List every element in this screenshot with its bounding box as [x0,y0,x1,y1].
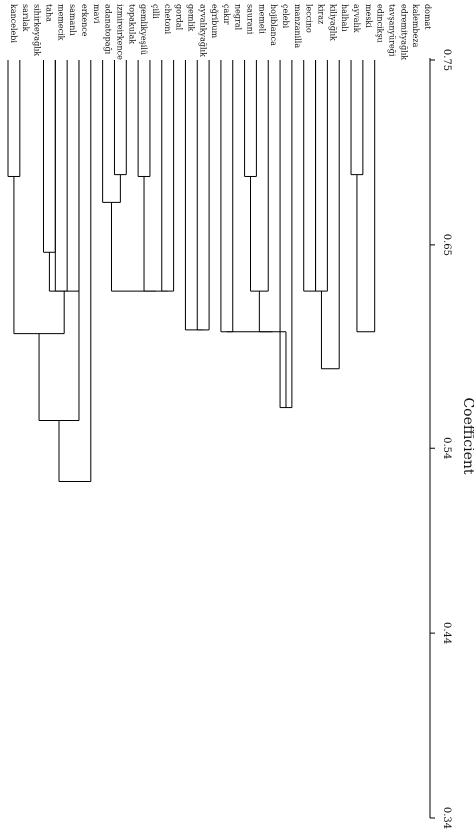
axis-tick-label: 0.44 [441,622,452,644]
leaf-label: edincikşu [376,4,385,43]
leaf-label: kancelebi [9,4,18,43]
coefficient-axis: 0.75 0.65 0.54 0.44 0.34 Coefficient [429,49,474,829]
leaf-label: çelebi [281,4,290,29]
leaf-label: taha [44,4,53,22]
leaf-label: gemlikyeşilü [139,4,148,55]
leaf-label: halhalı [340,4,349,32]
leaf-label: memecik [56,4,65,41]
leaf-label: adanatopağı [104,4,113,55]
axis-title: Coefficient [460,397,474,474]
leaf-label: izmireirkence [115,4,124,60]
leaf-label: samanlı [68,4,77,36]
leaf-label: ayvalıkyağlık [198,4,207,57]
leaf-label: manzanilla [293,4,302,48]
axis-tick-label: 0.65 [441,234,452,256]
axis-tick-label: 0.75 [441,49,452,71]
leaf-label: kiraz [317,4,326,24]
leaf-label: leccino [305,4,314,33]
leaf-label: saurani [246,4,255,35]
axis-tick-label: 0.54 [441,437,452,459]
leaf-label: erkence [80,4,89,37]
leaf-label: negral [234,4,243,31]
leaf-label: meski [364,4,373,28]
axis-ticks: 0.75 0.65 0.54 0.44 0.34 [430,49,452,829]
leaf-label: ayvalık [352,4,361,33]
leaf-label: tavşanyüreği [388,4,397,57]
leaf-label: kiliyağlık [328,4,337,41]
leaf-label: kalembeza [411,4,420,48]
leaf-label: sihirkeyağlık [33,4,42,56]
leaf-label: sarılak [21,4,30,32]
leaf-labels: kancelebi sarılak sihirkeyağlık taha memecik… [9,4,432,60]
leaf-label: edremityağlık [399,4,408,60]
axis-tick-label: 0.34 [441,807,452,829]
leaf-label: gemlik [186,4,195,32]
leaf-label: çilli [151,4,160,19]
leaf-label: gordal [175,4,184,31]
leaf-label: eğribum [210,4,219,39]
leaf-label: topakulak [127,4,136,44]
leaf-label: memeli [257,4,266,34]
leaf-label: domat [423,4,432,30]
leaf-label: hojiblanca [269,4,278,46]
leaf-label: çakır [222,4,231,25]
dendrogram-branches [7,60,376,483]
leaf-label: mavi [92,4,101,24]
leaf-label: chetoni [163,4,172,35]
